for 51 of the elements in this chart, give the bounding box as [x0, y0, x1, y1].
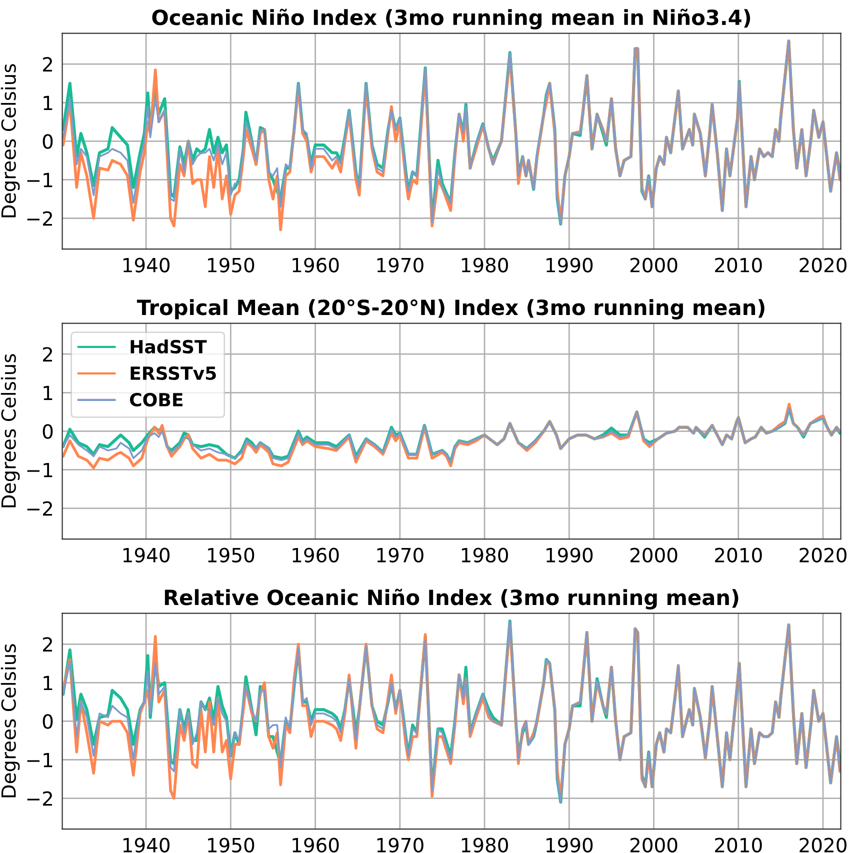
x-tick-label: 1940: [123, 838, 170, 852]
y-axis-title: Degrees Celsius: [0, 64, 20, 218]
x-tick-label: 1990: [546, 548, 593, 562]
y-tick-label: 2: [43, 57, 52, 72]
x-tick-label: 1970: [377, 548, 424, 562]
legend-label: ERSSTv5: [130, 366, 216, 380]
y-axis-title: Degrees Celsius: [0, 644, 20, 798]
chart-title: Oceanic Niño Index (3mo running mean in Niño3.4): [152, 8, 750, 30]
x-tick-label: 1980: [462, 548, 508, 562]
y-tick-label: 0: [42, 714, 53, 729]
x-tick-label: 1950: [208, 838, 254, 852]
x-tick-label: 1960: [292, 258, 339, 272]
y-tick-label: 2: [43, 637, 52, 652]
chart-title: Relative Oceanic Niño Index (3mo running mean): [164, 588, 738, 610]
y-tick-label: 1: [44, 96, 52, 110]
legend-label: COBE: [130, 392, 182, 407]
y-tick-label: 2: [43, 347, 52, 362]
x-tick-label: 2000: [630, 258, 678, 272]
chart-title: Tropical Mean (20°S-20°N) Index (3mo running mean): [136, 299, 764, 320]
y-tick-label: 0: [42, 134, 53, 149]
x-tick-label: 2010: [715, 838, 762, 852]
y-tick-label: 1: [44, 386, 52, 400]
x-tick-label: 1960: [292, 838, 339, 852]
x-tick-label: 1980: [462, 258, 508, 272]
y-tick-label: 1: [44, 676, 52, 690]
x-tick-label: 2000: [630, 548, 678, 562]
y-axis-title: Degrees Celsius: [0, 354, 20, 508]
y-tick-label: −2: [27, 501, 52, 516]
x-tick-label: 2010: [715, 258, 762, 272]
x-tick-label: 2020: [800, 548, 846, 562]
legend-label: HadSST: [130, 340, 207, 354]
x-tick-label: 2010: [715, 548, 762, 562]
y-tick-label: −1: [27, 752, 52, 768]
x-tick-label: 1990: [546, 838, 593, 852]
x-tick-label: 1950: [208, 548, 254, 562]
x-tick-label: 1950: [208, 258, 254, 272]
x-tick-label: 1940: [123, 548, 170, 562]
x-tick-label: 1970: [377, 258, 424, 272]
y-tick-label: −2: [27, 791, 52, 806]
x-tick-label: 1980: [462, 838, 508, 852]
y-tick-label: −1: [27, 172, 52, 188]
x-tick-label: 2020: [800, 258, 846, 272]
x-tick-label: 1990: [546, 258, 593, 272]
x-tick-label: 2020: [800, 838, 846, 852]
y-tick-label: 0: [42, 424, 53, 439]
x-tick-label: 1940: [123, 258, 170, 272]
x-tick-label: 2000: [630, 838, 678, 852]
y-tick-label: −1: [27, 462, 52, 478]
y-tick-label: −2: [27, 211, 52, 226]
x-tick-label: 1960: [292, 548, 339, 562]
x-tick-label: 1970: [377, 838, 424, 852]
